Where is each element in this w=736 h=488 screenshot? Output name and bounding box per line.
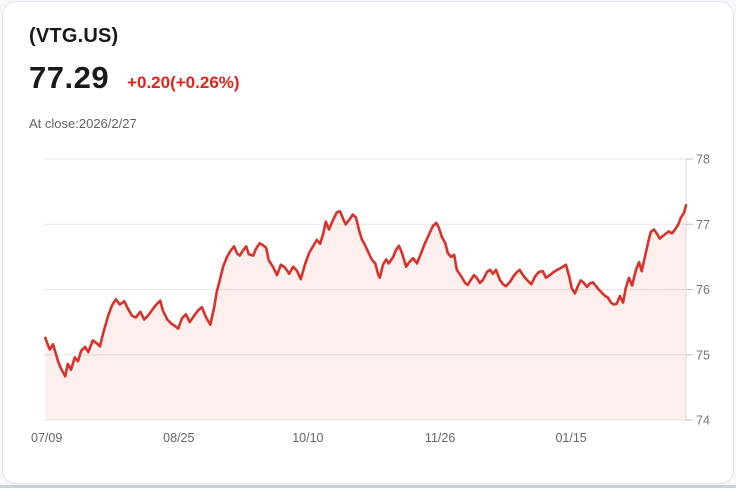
price-chart: 74 75 76 77 78 07/09 08/25 10/10 11/26 01/15 [3, 142, 733, 472]
y-axis-label-74: 74 [696, 414, 710, 428]
price-area-fill [45, 205, 687, 420]
last-price: 77.29 [29, 60, 110, 95]
y-axis-label-75: 75 [696, 348, 710, 362]
x-axis-label-08/25: 08/25 [163, 431, 194, 445]
price-change: +0.20(+0.26%) [127, 73, 240, 92]
price-line [44, 204, 688, 378]
y-axis-label-76: 76 [696, 283, 710, 297]
y-axis-label-78: 78 [696, 153, 710, 167]
ticker-symbol: (VTG.US) [29, 25, 119, 47]
y-axis-label-77: 77 [696, 218, 710, 232]
price-row: 77.29 +0.20(+0.26%) [29, 60, 240, 96]
viewport-edge-strip [0, 485, 736, 488]
x-axis-label-10/10: 10/10 [292, 431, 323, 445]
x-axis-label-07/09: 07/09 [31, 431, 62, 445]
price-chart-svg: 74 75 76 77 78 07/09 08/25 10/10 11/26 01/15 [31, 153, 710, 446]
x-axis-label-01/15: 01/15 [555, 431, 586, 445]
x-axis-label-11/26: 11/26 [425, 431, 455, 445]
at-close-timestamp: At close:2026/2/27 [29, 116, 137, 131]
